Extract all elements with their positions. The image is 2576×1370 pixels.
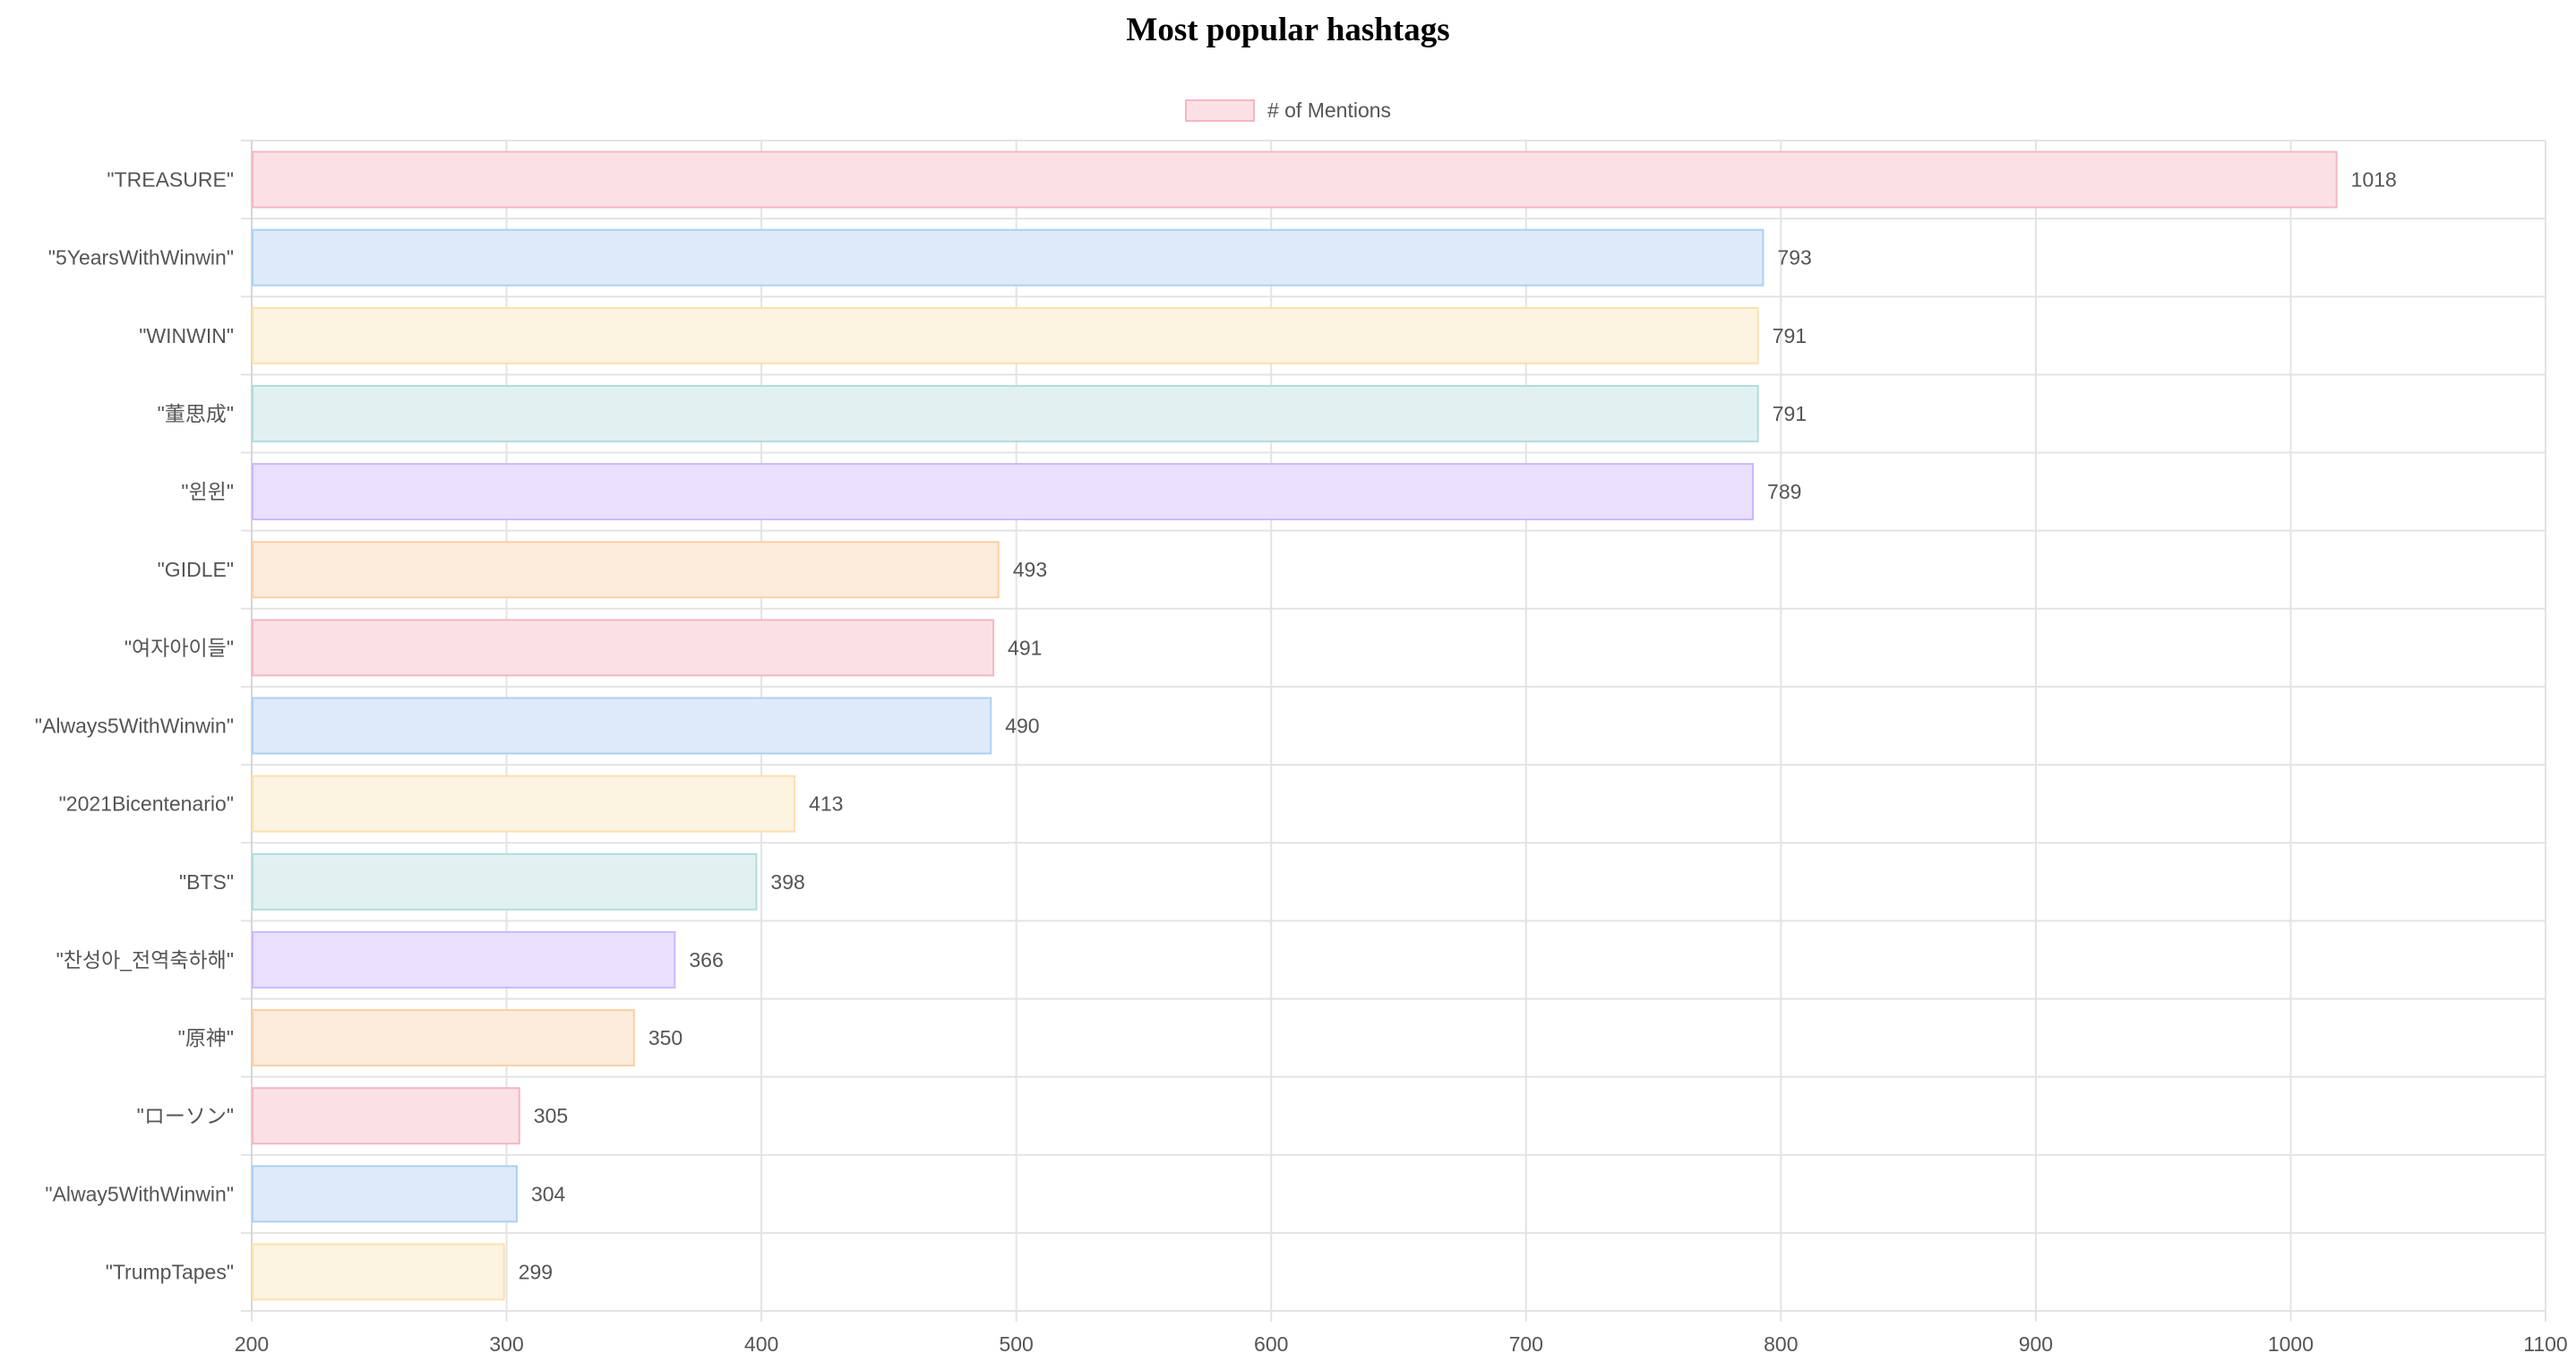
x-tick-label: 600 [1254, 1332, 1288, 1356]
value-label: 490 [1005, 715, 1039, 738]
bar[interactable] [252, 1009, 635, 1067]
value-label: 1018 [2351, 168, 2397, 192]
x-tick-label: 700 [1509, 1332, 1543, 1356]
x-tick-label: 800 [1764, 1332, 1798, 1356]
legend-swatch [1184, 99, 1255, 122]
legend-label: # of Mentions [1267, 98, 1392, 122]
category-label: "WINWIN" [139, 324, 234, 347]
category-label: "原神" [178, 1026, 234, 1049]
category-label: "Always5WithWinwin" [35, 715, 234, 738]
x-tick-label: 1000 [2268, 1332, 2314, 1356]
bar[interactable] [252, 1165, 518, 1223]
chart-title: Most popular hashtags [1126, 12, 1450, 48]
x-tick-label: 200 [235, 1332, 269, 1356]
category-label: "2021Bicentenario" [59, 792, 234, 816]
value-label: 493 [1013, 558, 1047, 581]
legend[interactable]: # of Mentions [0, 98, 2576, 123]
category-label: "TREASURE" [107, 168, 234, 192]
value-label: 491 [1008, 636, 1042, 659]
x-tick-label: 300 [489, 1332, 523, 1356]
bar[interactable] [252, 775, 796, 833]
bars [252, 150, 2338, 1301]
x-tick-label: 400 [744, 1332, 778, 1356]
value-label: 304 [531, 1182, 566, 1205]
bar[interactable] [252, 463, 1755, 521]
x-tick-label: 1100 [2523, 1332, 2567, 1356]
bar[interactable] [252, 619, 995, 677]
bar[interactable] [252, 930, 676, 989]
category-label: "BTS" [179, 870, 234, 894]
value-label: 791 [1773, 324, 1807, 347]
bar[interactable] [252, 852, 758, 911]
category-label: "윈윈" [181, 480, 234, 503]
value-label: 793 [1777, 246, 1811, 270]
value-label: 413 [809, 792, 843, 816]
value-label: 305 [534, 1104, 568, 1127]
category-label: "ローソン" [137, 1104, 234, 1127]
value-label: 791 [1773, 402, 1807, 425]
category-label: "TrumpTapes" [106, 1260, 234, 1283]
bar[interactable] [252, 541, 1000, 599]
x-tick-label: 500 [999, 1332, 1033, 1356]
bar[interactable] [252, 228, 1765, 287]
bar[interactable] [252, 150, 2338, 209]
value-label: 299 [519, 1260, 553, 1283]
category-label: "Alway5WithWinwin" [45, 1182, 234, 1205]
category-label: "董思成" [158, 402, 234, 425]
category-label: "GIDLE" [158, 558, 234, 581]
value-label: 789 [1767, 480, 1801, 503]
category-label: "찬성아_전역축하해" [56, 948, 234, 972]
bar[interactable] [252, 384, 1759, 442]
labels: 200 300 400 500 600 700 800 900 1000 1100 "TREASUR… [35, 168, 2568, 1356]
bar[interactable] [252, 1243, 505, 1301]
value-label: 350 [648, 1026, 683, 1049]
bar[interactable] [252, 306, 1759, 364]
value-label: 366 [689, 948, 723, 972]
bar[interactable] [252, 1087, 520, 1145]
bar[interactable] [252, 697, 992, 755]
category-label: "5YearsWithWinwin" [48, 246, 234, 270]
category-label: "여자아이들" [125, 636, 234, 659]
x-tick-label: 900 [2019, 1332, 2053, 1356]
value-label: 398 [770, 870, 804, 894]
